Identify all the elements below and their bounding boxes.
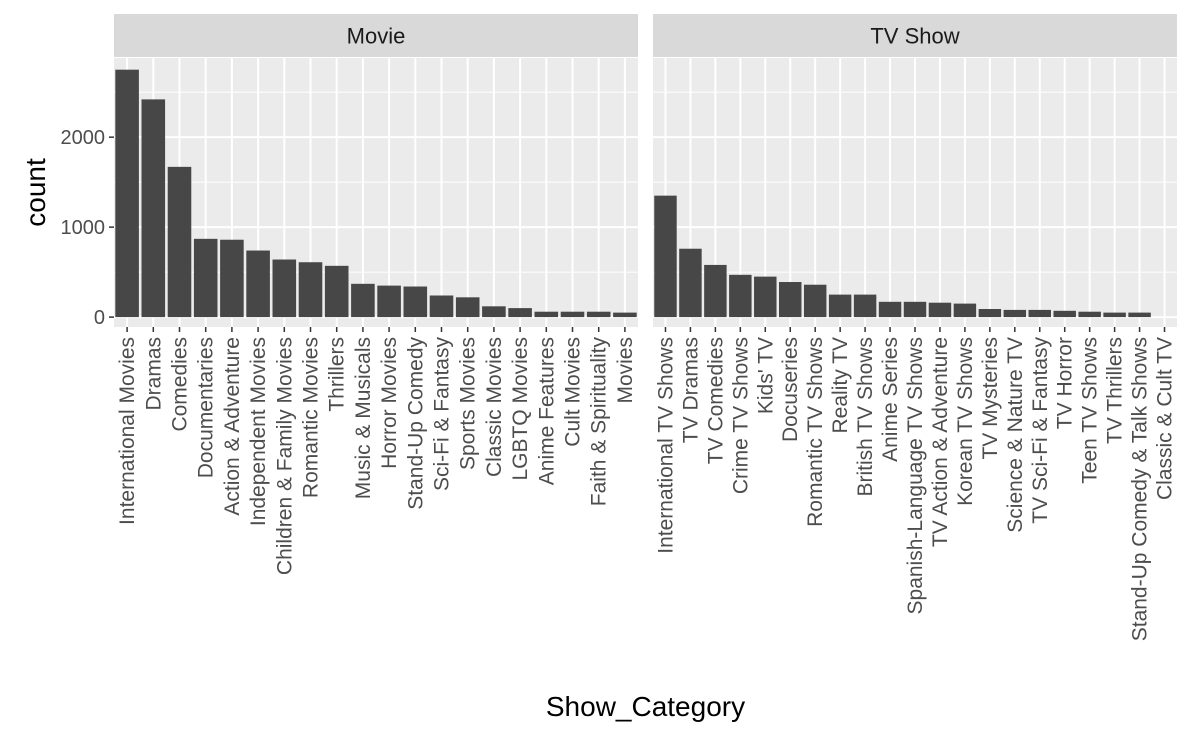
bar [953,303,977,318]
panel-0: Movie International Movies Dramas Comedies D… [114,14,638,575]
panel-background [114,58,638,327]
x-tick-label: TV Horror [1054,337,1077,429]
bar [803,284,827,318]
bar [679,248,702,318]
bar [1128,312,1151,318]
facet-strip-label: Movie [347,24,406,49]
x-tick-label: Independent Movies [247,337,270,526]
bar [508,308,532,318]
bar [560,311,585,318]
x-tick-label: Comedies [169,337,192,432]
bar [586,311,611,318]
y-tick-label: 1000 [61,217,106,239]
bar [141,99,166,318]
x-tick-label: British TV Shows [854,337,877,497]
x-tick-label: TV Dramas [679,337,702,443]
bar [220,239,244,318]
x-tick-label: Music & Musicals [352,337,375,499]
x-tick-label: Stand-Up Comedy & Talk Shows [1129,337,1152,641]
bar [1103,312,1126,318]
x-tick-label: TV Action & Adventure [929,337,952,547]
bar [351,283,375,318]
x-tick-label: Reality TV [829,337,852,433]
x-tick-label: Thrillers [326,337,349,412]
bar [403,286,428,318]
bar [167,166,192,318]
x-tick-label: Crime TV Shows [729,337,752,494]
bar [613,312,637,318]
x-tick-label: Romantic TV Shows [804,337,827,527]
x-tick-label: Anime Features [535,337,558,485]
x-tick-label: Movies [614,337,637,404]
facet-strip [114,14,638,57]
bar [654,195,677,318]
x-tick-label: Sci-Fi & Fantasy [431,337,454,492]
bar [729,274,752,318]
bar [455,297,480,318]
x-tick-label: Documentaries [195,337,218,478]
bar [1053,310,1076,318]
x-tick-label: Action & Adventure [221,337,244,516]
x-tick-label: TV Comedies [704,337,727,464]
x-tick-label: Anime Series [879,337,902,462]
bar [1078,311,1101,318]
x-tick-label: Science & Nature TV [1004,337,1027,533]
bar [828,294,852,318]
x-tick-label: Classic Movies [483,337,506,477]
x-tick-label: Docuseries [779,337,802,442]
bar [429,295,454,318]
bar [903,301,927,318]
bar [978,309,1002,318]
bar [246,250,270,318]
x-tick-label: International Movies [116,337,139,525]
x-tick-label: Sports Movies [457,337,480,470]
x-tick-label: Romantic Movies [300,337,323,498]
bar [324,265,349,318]
bar [779,282,802,318]
x-tick-label: International TV Shows [654,337,677,554]
bar [482,306,506,318]
x-tick-label: TV Sci-Fi & Fantasy [1029,337,1052,524]
x-tick-label: Spanish-Language TV Shows [904,337,927,614]
y-tick-label: 2000 [61,127,106,149]
y-axis-title: count [20,158,51,227]
x-tick-label: Classic & Cult TV [1154,337,1177,500]
bar [1028,309,1051,318]
bar [534,311,559,318]
bar [1003,309,1027,318]
x-tick-label: Stand-Up Comedy [404,337,427,510]
bar [928,302,952,318]
x-tick-label: Cult Movies [562,337,585,447]
bar [754,276,777,318]
x-tick-label: Kids' TV [754,337,777,414]
x-tick-label: Korean TV Shows [954,337,977,506]
bar [298,262,323,318]
bar [377,285,401,318]
x-tick-label: TV Mysteries [979,337,1002,460]
bar [878,301,902,318]
bar [272,259,297,318]
x-tick-label: Dramas [142,337,165,411]
facet-strip [653,14,1177,57]
bar [853,294,877,318]
y-tick-label: 0 [94,307,105,329]
x-tick-label: Teen TV Shows [1079,337,1102,484]
x-axis-title: Show_Category [546,691,745,722]
bar [115,69,139,318]
bar [704,264,727,318]
bar [193,238,218,318]
x-tick-label: Horror Movies [378,337,401,469]
x-tick-label: TV Thrillers [1104,337,1127,444]
x-tick-label: Children & Family Movies [273,337,296,575]
x-tick-label: LGBTQ Movies [509,337,532,481]
x-tick-label: Faith & Spirituality [588,337,611,507]
facet-strip-label: TV Show [870,24,959,49]
